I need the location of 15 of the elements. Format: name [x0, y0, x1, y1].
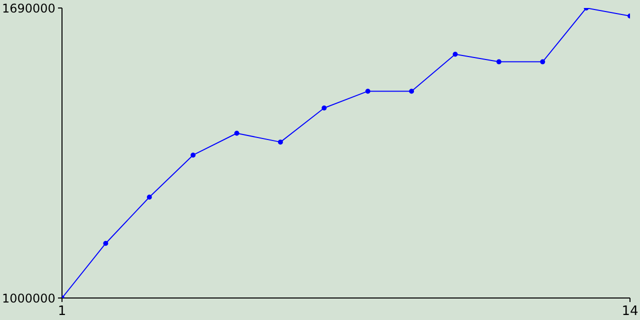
- point: [540, 59, 546, 64]
- point: [103, 240, 108, 246]
- point: [322, 106, 327, 111]
- y-tick-label: 1000000: [2, 291, 56, 306]
- point: [496, 59, 502, 64]
- x-tick-label: 1: [58, 304, 66, 320]
- point: [190, 152, 196, 158]
- point: [452, 52, 458, 57]
- point: [278, 140, 283, 145]
- point: [365, 88, 370, 94]
- point: [409, 88, 414, 94]
- point: [234, 130, 240, 136]
- y-tick-label: 1690000: [2, 1, 56, 16]
- x-tick-label: 14: [622, 304, 638, 320]
- point: [146, 194, 152, 200]
